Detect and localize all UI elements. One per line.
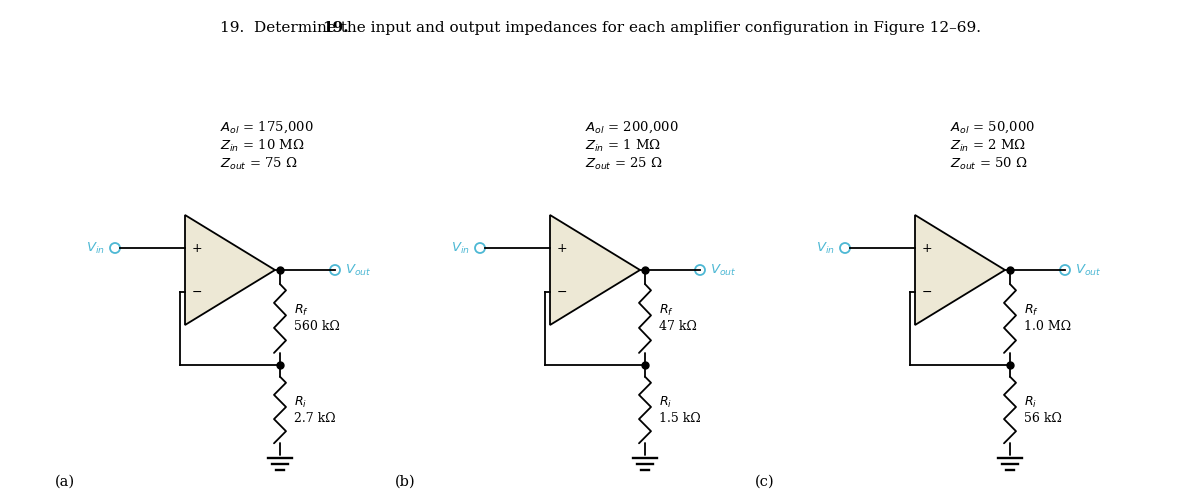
Text: 56 kΩ: 56 kΩ xyxy=(1024,411,1062,425)
Text: (c): (c) xyxy=(755,475,775,489)
Text: $V_{in}$: $V_{in}$ xyxy=(451,240,470,256)
Text: $A_{ol}$ = 200,000: $A_{ol}$ = 200,000 xyxy=(586,120,679,135)
Text: $Z_{out}$ = 25 Ω: $Z_{out}$ = 25 Ω xyxy=(586,156,662,172)
Text: $R_i$: $R_i$ xyxy=(1024,394,1037,409)
Text: 560 kΩ: 560 kΩ xyxy=(294,320,340,333)
Text: $Z_{in}$ = 10 MΩ: $Z_{in}$ = 10 MΩ xyxy=(220,138,305,154)
Polygon shape xyxy=(550,215,640,325)
Text: +: + xyxy=(922,241,932,255)
Text: $R_i$: $R_i$ xyxy=(659,394,672,409)
Text: 47 kΩ: 47 kΩ xyxy=(659,320,697,333)
Text: 19.  Determine the input and output impedances for each amplifier configuration : 19. Determine the input and output imped… xyxy=(220,21,980,35)
Text: $V_{in}$: $V_{in}$ xyxy=(86,240,106,256)
Text: $Z_{in}$ = 1 MΩ: $Z_{in}$ = 1 MΩ xyxy=(586,138,661,154)
Text: $V_{out}$: $V_{out}$ xyxy=(1075,263,1102,278)
Polygon shape xyxy=(185,215,275,325)
Polygon shape xyxy=(916,215,1006,325)
Text: $R_f$: $R_f$ xyxy=(659,303,674,318)
Text: $R_f$: $R_f$ xyxy=(1024,303,1039,318)
Text: $R_f$: $R_f$ xyxy=(294,303,308,318)
Text: $Z_{out}$ = 75 Ω: $Z_{out}$ = 75 Ω xyxy=(220,156,298,172)
Text: $V_{in}$: $V_{in}$ xyxy=(816,240,835,256)
Text: +: + xyxy=(192,241,203,255)
Text: +: + xyxy=(557,241,568,255)
Text: $R_i$: $R_i$ xyxy=(294,394,307,409)
Text: 1.0 MΩ: 1.0 MΩ xyxy=(1024,320,1072,333)
Text: (a): (a) xyxy=(55,475,76,489)
Text: 2.7 kΩ: 2.7 kΩ xyxy=(294,411,336,425)
Text: −: − xyxy=(922,286,932,298)
Text: $A_{ol}$ = 175,000: $A_{ol}$ = 175,000 xyxy=(220,120,313,135)
Text: −: − xyxy=(557,286,568,298)
Text: $V_{out}$: $V_{out}$ xyxy=(346,263,372,278)
Text: $A_{ol}$ = 50,000: $A_{ol}$ = 50,000 xyxy=(950,120,1036,135)
Text: −: − xyxy=(192,286,203,298)
Text: $V_{out}$: $V_{out}$ xyxy=(710,263,737,278)
Text: 19.: 19. xyxy=(322,21,348,35)
Text: 1.5 kΩ: 1.5 kΩ xyxy=(659,411,701,425)
Text: $Z_{out}$ = 50 Ω: $Z_{out}$ = 50 Ω xyxy=(950,156,1027,172)
Text: $Z_{in}$ = 2 MΩ: $Z_{in}$ = 2 MΩ xyxy=(950,138,1026,154)
Text: (b): (b) xyxy=(395,475,415,489)
